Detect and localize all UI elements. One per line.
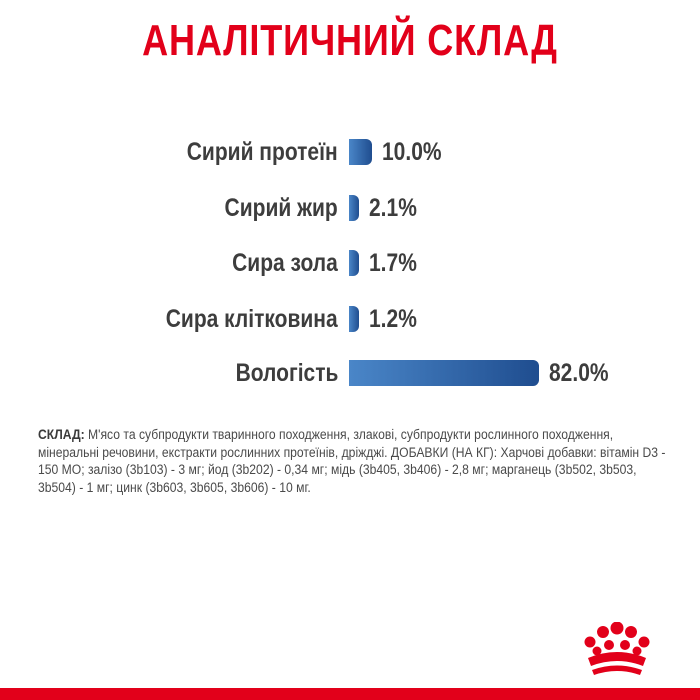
analysis-value: 10.0% [382,138,442,166]
analysis-value: 82.0% [549,359,609,387]
composition-lead: СКЛАД: [38,427,85,442]
analysis-value: 2.1% [369,194,417,222]
analysis-row-fibre: Сира клітковина 1.2% [0,304,700,334]
analysis-bar [349,139,372,165]
analysis-row-ash: Сира зола 1.7% [0,248,700,278]
analysis-bar [349,306,359,332]
analysis-chart: Сирий протеїн 10.0% Сирий жир 2.1% Сира … [0,137,700,388]
analysis-label: Вологість [235,359,338,387]
footer-band [0,688,700,700]
composition-text: СКЛАД: М'ясо та субпродукти тваринного п… [38,426,673,496]
analysis-label: Сирий жир [224,194,338,222]
analysis-row-protein: Сирий протеїн 10.0% [0,137,700,167]
crown-icon [584,622,650,675]
analysis-bar [349,250,359,276]
analysis-label: Сира клітковина [166,305,338,333]
analysis-value: 1.2% [369,305,417,333]
analysis-bar [349,195,359,221]
analysis-row-moisture: Вологість 82.0% [0,358,700,388]
composition-body: М'ясо та субпродукти тваринного походжен… [38,427,666,495]
analysis-label: Сирий протеїн [187,138,338,166]
analysis-label: Сира зола [232,249,338,277]
analysis-value: 1.7% [369,249,417,277]
analysis-bar [349,360,539,386]
page-title: АНАЛІТИЧНИЙ СКЛАД [142,16,558,65]
analysis-row-fat: Сирий жир 2.1% [0,193,700,223]
